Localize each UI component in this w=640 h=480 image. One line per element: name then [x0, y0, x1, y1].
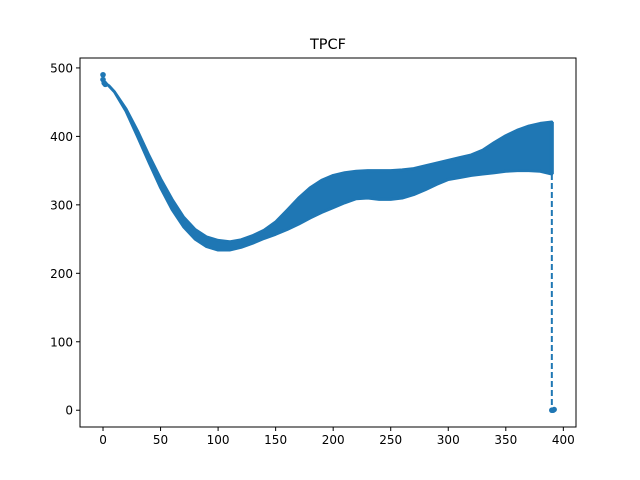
x-tick-label: 350 — [494, 433, 517, 447]
plot-area — [100, 71, 557, 414]
x-tick-label: 250 — [379, 433, 402, 447]
y-tick-label: 400 — [50, 130, 73, 144]
data-point — [102, 81, 109, 88]
x-tick-label: 400 — [552, 433, 575, 447]
x-tick-label: 300 — [437, 433, 460, 447]
axes: 0 50 100 150 200 250 300 350 400 0 100 200 300 400 500 — [50, 57, 577, 447]
y-tick-label: 200 — [50, 267, 73, 281]
y-tick-label: 0 — [65, 404, 73, 418]
x-tick-label: 150 — [264, 433, 287, 447]
y-tick-label: 500 — [50, 61, 73, 75]
x-tick-label: 0 — [99, 433, 107, 447]
x-tick-label: 200 — [322, 433, 345, 447]
y-tick-label: 100 — [50, 335, 73, 349]
data-point — [549, 407, 555, 414]
data-point — [100, 71, 106, 78]
y-tick-label: 300 — [50, 198, 73, 212]
x-tick-label: 50 — [153, 433, 168, 447]
axes-frame — [79, 57, 577, 428]
chart-title: TPCF — [309, 37, 346, 53]
x-tick-label: 100 — [207, 433, 230, 447]
